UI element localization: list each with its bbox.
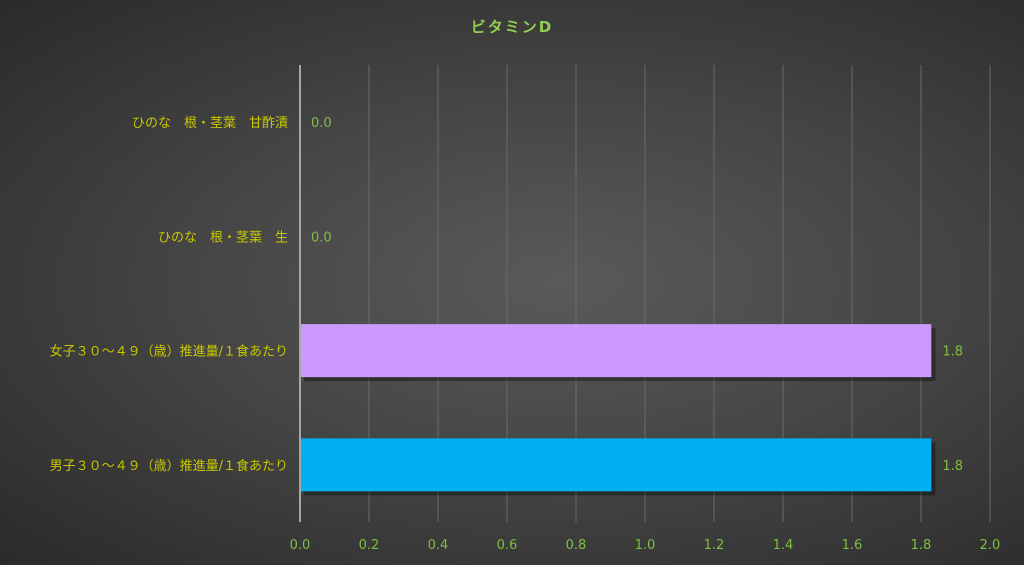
x-tick-label: 2.0 [980,538,1001,553]
chart-title: ビタミンD [471,18,553,36]
x-tick-label: 1.6 [842,538,863,553]
x-tick-label: 1.4 [773,538,794,553]
x-tick-label: 1.0 [635,538,656,553]
data-label: 0.0 [311,116,332,131]
data-label: 0.0 [311,230,332,245]
bar [301,324,932,378]
bar [301,438,932,492]
category-label: ひのな 根・茎葉 生 [158,230,288,245]
x-tick-label: 0.6 [497,538,518,553]
data-label: 1.8 [942,345,963,360]
x-tick-label: 0.0 [290,538,311,553]
data-label: 1.8 [942,459,963,474]
x-tick-label: 0.8 [566,538,587,553]
category-label: 男子３０～４９（歳）推進量/１食あたり [50,458,288,474]
category-label: 女子３０～４９（歳）推進量/１食あたり [50,344,288,360]
x-tick-label: 1.8 [911,538,932,553]
x-tick-label: 0.2 [359,538,380,553]
category-label: ひのな 根・茎葉 甘酢漬 [132,116,288,131]
x-tick-label: 0.4 [428,538,449,553]
x-tick-label: 1.2 [704,538,725,553]
